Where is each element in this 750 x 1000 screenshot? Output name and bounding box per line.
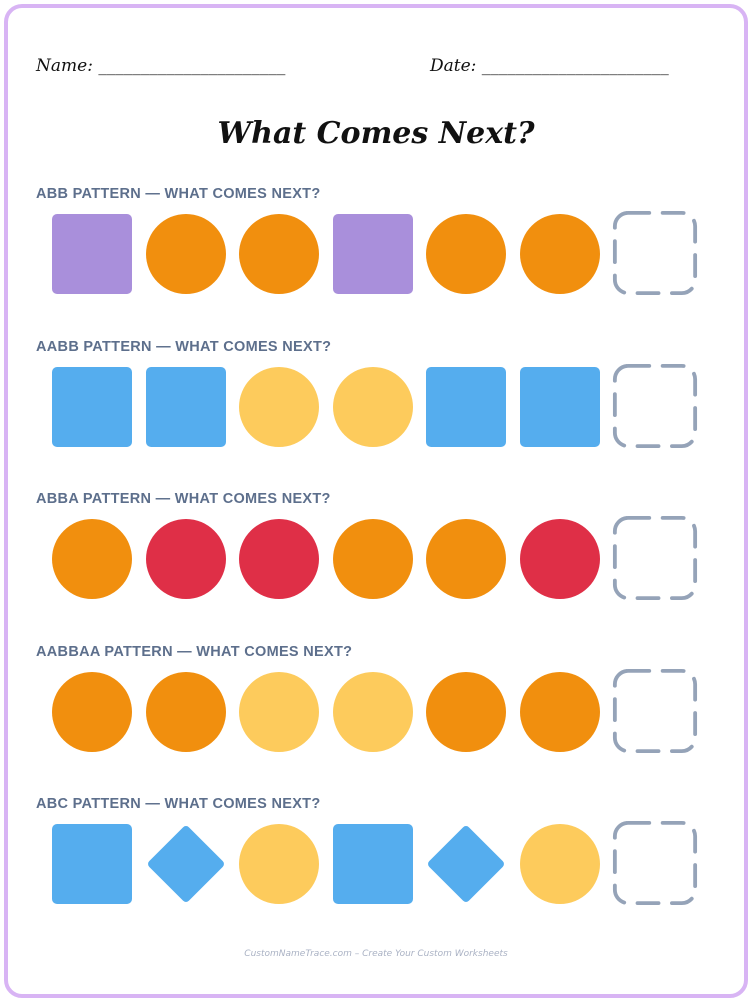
- answer-box[interactable]: [612, 515, 698, 601]
- orange-circle-shape: [146, 214, 226, 294]
- purple-square-shape: [333, 214, 413, 294]
- orange-circle-shape: [426, 519, 506, 599]
- footer-credit: CustomNameTrace.com – Create Your Custom…: [244, 949, 508, 959]
- pattern-row: [8, 820, 744, 916]
- blue-square-shape: [426, 367, 506, 447]
- pattern-section: AABBAA PATTERN — WHAT COMES NEXT?: [8, 644, 744, 774]
- yellow-circle-shape: [520, 824, 600, 904]
- orange-circle-shape: [52, 519, 132, 599]
- orange-circle-shape: [333, 519, 413, 599]
- pattern-label: AABB PATTERN — WHAT COMES NEXT?: [36, 339, 332, 355]
- pattern-section: ABC PATTERN — WHAT COMES NEXT?: [8, 796, 744, 926]
- red-circle-shape: [239, 519, 319, 599]
- pattern-label: ABB PATTERN — WHAT COMES NEXT?: [36, 186, 321, 202]
- yellow-circle-shape: [333, 672, 413, 752]
- orange-circle-shape: [520, 672, 600, 752]
- orange-circle-shape: [426, 214, 506, 294]
- answer-box[interactable]: [612, 668, 698, 754]
- blue-diamond-shape: [146, 824, 226, 904]
- red-circle-shape: [520, 519, 600, 599]
- answer-box[interactable]: [612, 820, 698, 906]
- name-field[interactable]: Name: ______________________: [36, 56, 286, 76]
- yellow-circle-shape: [239, 367, 319, 447]
- orange-circle-shape: [239, 214, 319, 294]
- pattern-section: ABBA PATTERN — WHAT COMES NEXT?: [8, 491, 744, 621]
- orange-circle-shape: [52, 672, 132, 752]
- pattern-row: [8, 363, 744, 459]
- pattern-row: [8, 515, 744, 611]
- yellow-circle-shape: [239, 824, 319, 904]
- pattern-label: ABC PATTERN — WHAT COMES NEXT?: [36, 796, 321, 812]
- blue-square-shape: [146, 367, 226, 447]
- orange-circle-shape: [520, 214, 600, 294]
- blue-diamond-shape: [426, 824, 506, 904]
- orange-circle-shape: [426, 672, 506, 752]
- blue-square-shape: [520, 367, 600, 447]
- yellow-circle-shape: [333, 367, 413, 447]
- red-circle-shape: [146, 519, 226, 599]
- orange-circle-shape: [146, 672, 226, 752]
- yellow-circle-shape: [239, 672, 319, 752]
- worksheet-title: What Comes Next?: [217, 116, 535, 151]
- pattern-label: AABBAA PATTERN — WHAT COMES NEXT?: [36, 644, 353, 660]
- worksheet-page: Name: ______________________ Date: _____…: [4, 4, 748, 998]
- answer-box[interactable]: [612, 210, 698, 296]
- pattern-section: AABB PATTERN — WHAT COMES NEXT?: [8, 339, 744, 469]
- pattern-section: ABB PATTERN — WHAT COMES NEXT?: [8, 186, 744, 316]
- blue-square-shape: [333, 824, 413, 904]
- purple-square-shape: [52, 214, 132, 294]
- pattern-row: [8, 668, 744, 764]
- pattern-row: [8, 210, 744, 306]
- blue-square-shape: [52, 824, 132, 904]
- answer-box[interactable]: [612, 363, 698, 449]
- date-field[interactable]: Date: ______________________: [430, 56, 669, 76]
- blue-square-shape: [52, 367, 132, 447]
- pattern-label: ABBA PATTERN — WHAT COMES NEXT?: [36, 491, 331, 507]
